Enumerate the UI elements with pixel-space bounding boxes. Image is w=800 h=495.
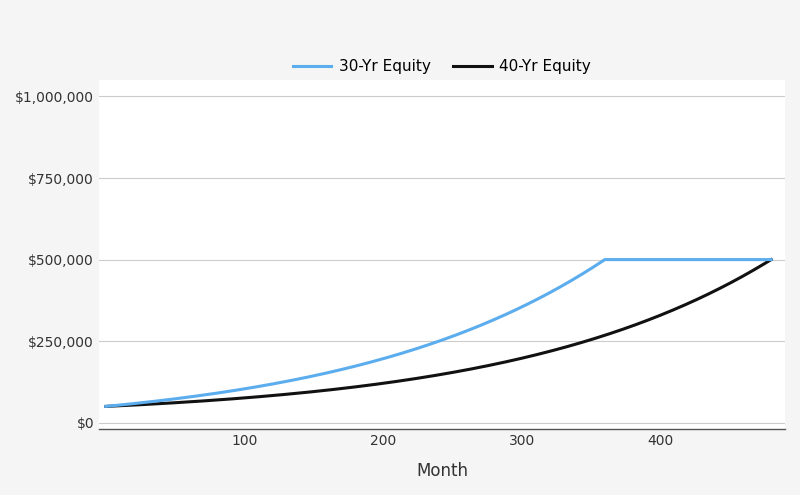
Line: 40-Yr Equity: 40-Yr Equity bbox=[106, 259, 771, 406]
30-Yr Equity bbox=[583, 267, 593, 273]
40-Yr Equity bbox=[736, 274, 746, 280]
40-Yr Equity bbox=[403, 377, 413, 383]
X-axis label: Month: Month bbox=[416, 462, 468, 480]
30-Yr Equity bbox=[438, 337, 447, 343]
40-Yr Equity bbox=[766, 256, 776, 262]
30-Yr Equity bbox=[403, 348, 413, 354]
30-Yr Equity bbox=[592, 262, 602, 268]
40-Yr Equity bbox=[438, 371, 447, 377]
40-Yr Equity bbox=[101, 403, 110, 409]
40-Yr Equity bbox=[592, 335, 602, 341]
30-Yr Equity bbox=[600, 256, 610, 262]
Legend: 30-Yr Equity, 40-Yr Equity: 30-Yr Equity, 40-Yr Equity bbox=[286, 53, 597, 80]
40-Yr Equity bbox=[570, 342, 579, 347]
Line: 30-Yr Equity: 30-Yr Equity bbox=[106, 259, 771, 406]
30-Yr Equity bbox=[766, 256, 776, 262]
30-Yr Equity bbox=[738, 256, 747, 262]
30-Yr Equity bbox=[101, 403, 110, 409]
30-Yr Equity bbox=[570, 276, 579, 282]
40-Yr Equity bbox=[583, 338, 593, 344]
